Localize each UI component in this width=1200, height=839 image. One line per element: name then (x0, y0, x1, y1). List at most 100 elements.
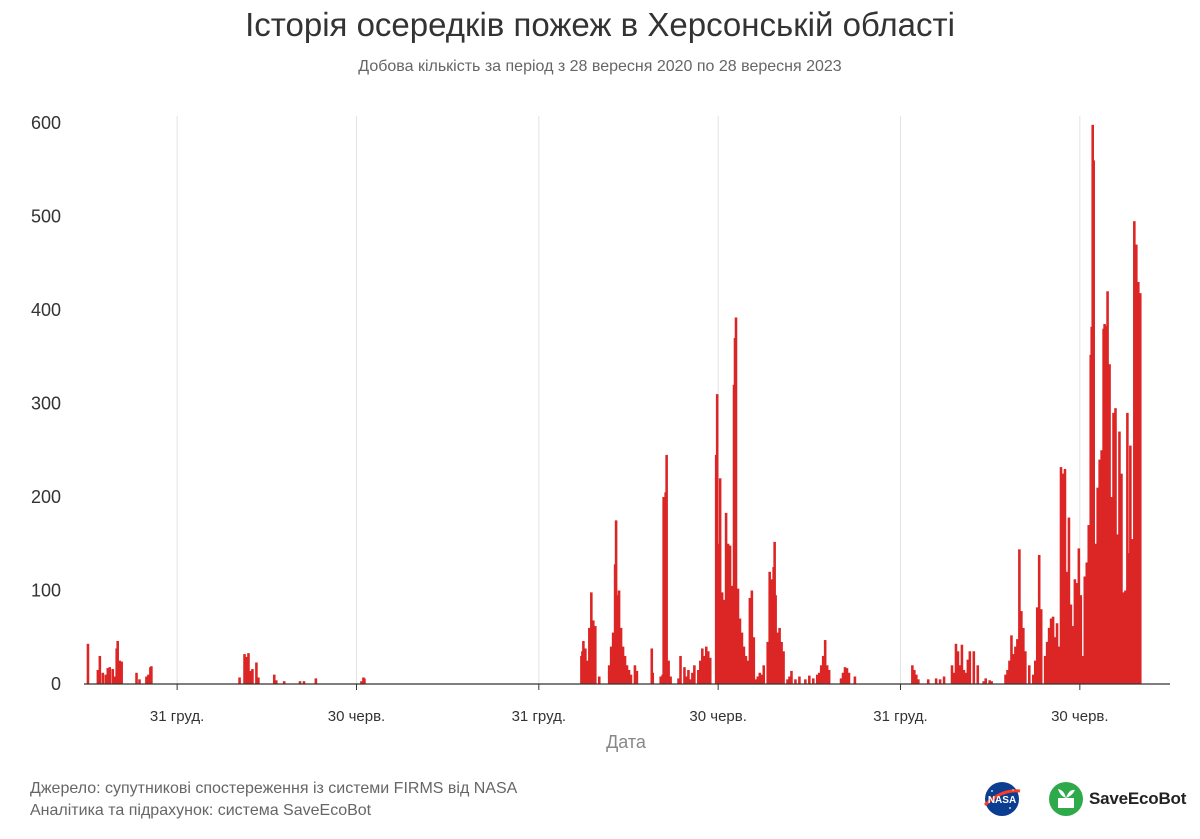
bar (960, 644, 964, 684)
source-note: Джерело: супутникові спостереження із си… (30, 780, 518, 797)
bar (724, 512, 728, 684)
bar (314, 678, 318, 684)
bar (138, 679, 141, 684)
bar (1087, 525, 1091, 684)
bar (754, 679, 758, 684)
bar (249, 670, 252, 684)
bar (720, 592, 724, 684)
bar (609, 646, 613, 684)
bar (651, 672, 655, 684)
bar (1112, 412, 1115, 684)
bar (938, 679, 942, 684)
bar (691, 672, 694, 684)
bar (282, 681, 286, 684)
bar (677, 678, 680, 684)
bar (106, 668, 110, 684)
bar (988, 680, 991, 684)
bar (619, 627, 623, 684)
bar (815, 674, 819, 684)
bar (582, 640, 585, 684)
bar (1108, 364, 1111, 684)
bar (145, 676, 148, 684)
bar (113, 676, 117, 684)
bar (665, 454, 668, 684)
bar (693, 665, 696, 684)
bar (147, 674, 150, 684)
bar (1094, 543, 1097, 684)
bar (150, 666, 153, 684)
bar (1049, 618, 1053, 684)
bar (847, 672, 851, 684)
nasa-logo: NASA (983, 782, 1021, 816)
x-tick-label: 30 черв. (328, 708, 386, 725)
bar (629, 674, 633, 684)
bar (853, 676, 857, 684)
bar (255, 662, 258, 684)
bar (780, 641, 783, 684)
bar (770, 579, 773, 684)
bar (958, 665, 962, 684)
bar (1055, 623, 1059, 684)
bar (96, 669, 100, 684)
bar (116, 640, 119, 684)
bar (302, 681, 306, 684)
bar (623, 655, 627, 684)
bar (683, 667, 686, 684)
bar (956, 651, 960, 684)
x-tick-label: 30 черв. (1051, 708, 1109, 725)
bar (1031, 674, 1035, 684)
bar (911, 665, 914, 684)
bar (1081, 655, 1085, 684)
bar (594, 626, 597, 684)
bar (1033, 660, 1037, 685)
bar (766, 641, 769, 684)
y-tick-label: 500 (31, 207, 61, 227)
bar (104, 674, 108, 684)
bar (782, 651, 785, 684)
bar (1045, 641, 1049, 684)
bar (1096, 487, 1099, 684)
bar (984, 678, 987, 684)
bar (669, 676, 672, 684)
bar (817, 672, 821, 684)
bar (135, 672, 138, 684)
bar (1131, 539, 1134, 684)
bar (1098, 459, 1101, 684)
bar (245, 656, 248, 684)
bar (706, 651, 710, 684)
bar (360, 681, 363, 684)
bar (811, 678, 815, 684)
bar (1016, 639, 1019, 684)
bar (1043, 655, 1047, 684)
bar (1106, 291, 1109, 684)
bar (742, 646, 746, 684)
bar (790, 670, 793, 684)
grid-lines (176, 116, 1081, 684)
bar (1008, 660, 1011, 685)
bar (990, 681, 993, 684)
bar (841, 672, 845, 684)
bar (794, 679, 797, 684)
bar (621, 646, 625, 684)
bar (704, 646, 708, 684)
y-tick-label: 0 (51, 674, 61, 694)
bar-series (86, 124, 1142, 685)
bar (272, 674, 276, 684)
bar (247, 653, 250, 684)
bar (746, 660, 750, 685)
bar (1104, 325, 1107, 684)
bar (108, 667, 112, 684)
bar (819, 665, 823, 684)
bar (744, 655, 748, 684)
x-tick-label: 31 груд. (150, 708, 204, 725)
bar (251, 669, 254, 684)
bar (1069, 604, 1073, 684)
bar (1133, 221, 1136, 684)
bar (964, 672, 968, 684)
bar (687, 669, 690, 684)
bar (982, 681, 985, 684)
bar (825, 665, 829, 684)
bar (592, 620, 595, 684)
bar (111, 669, 115, 684)
